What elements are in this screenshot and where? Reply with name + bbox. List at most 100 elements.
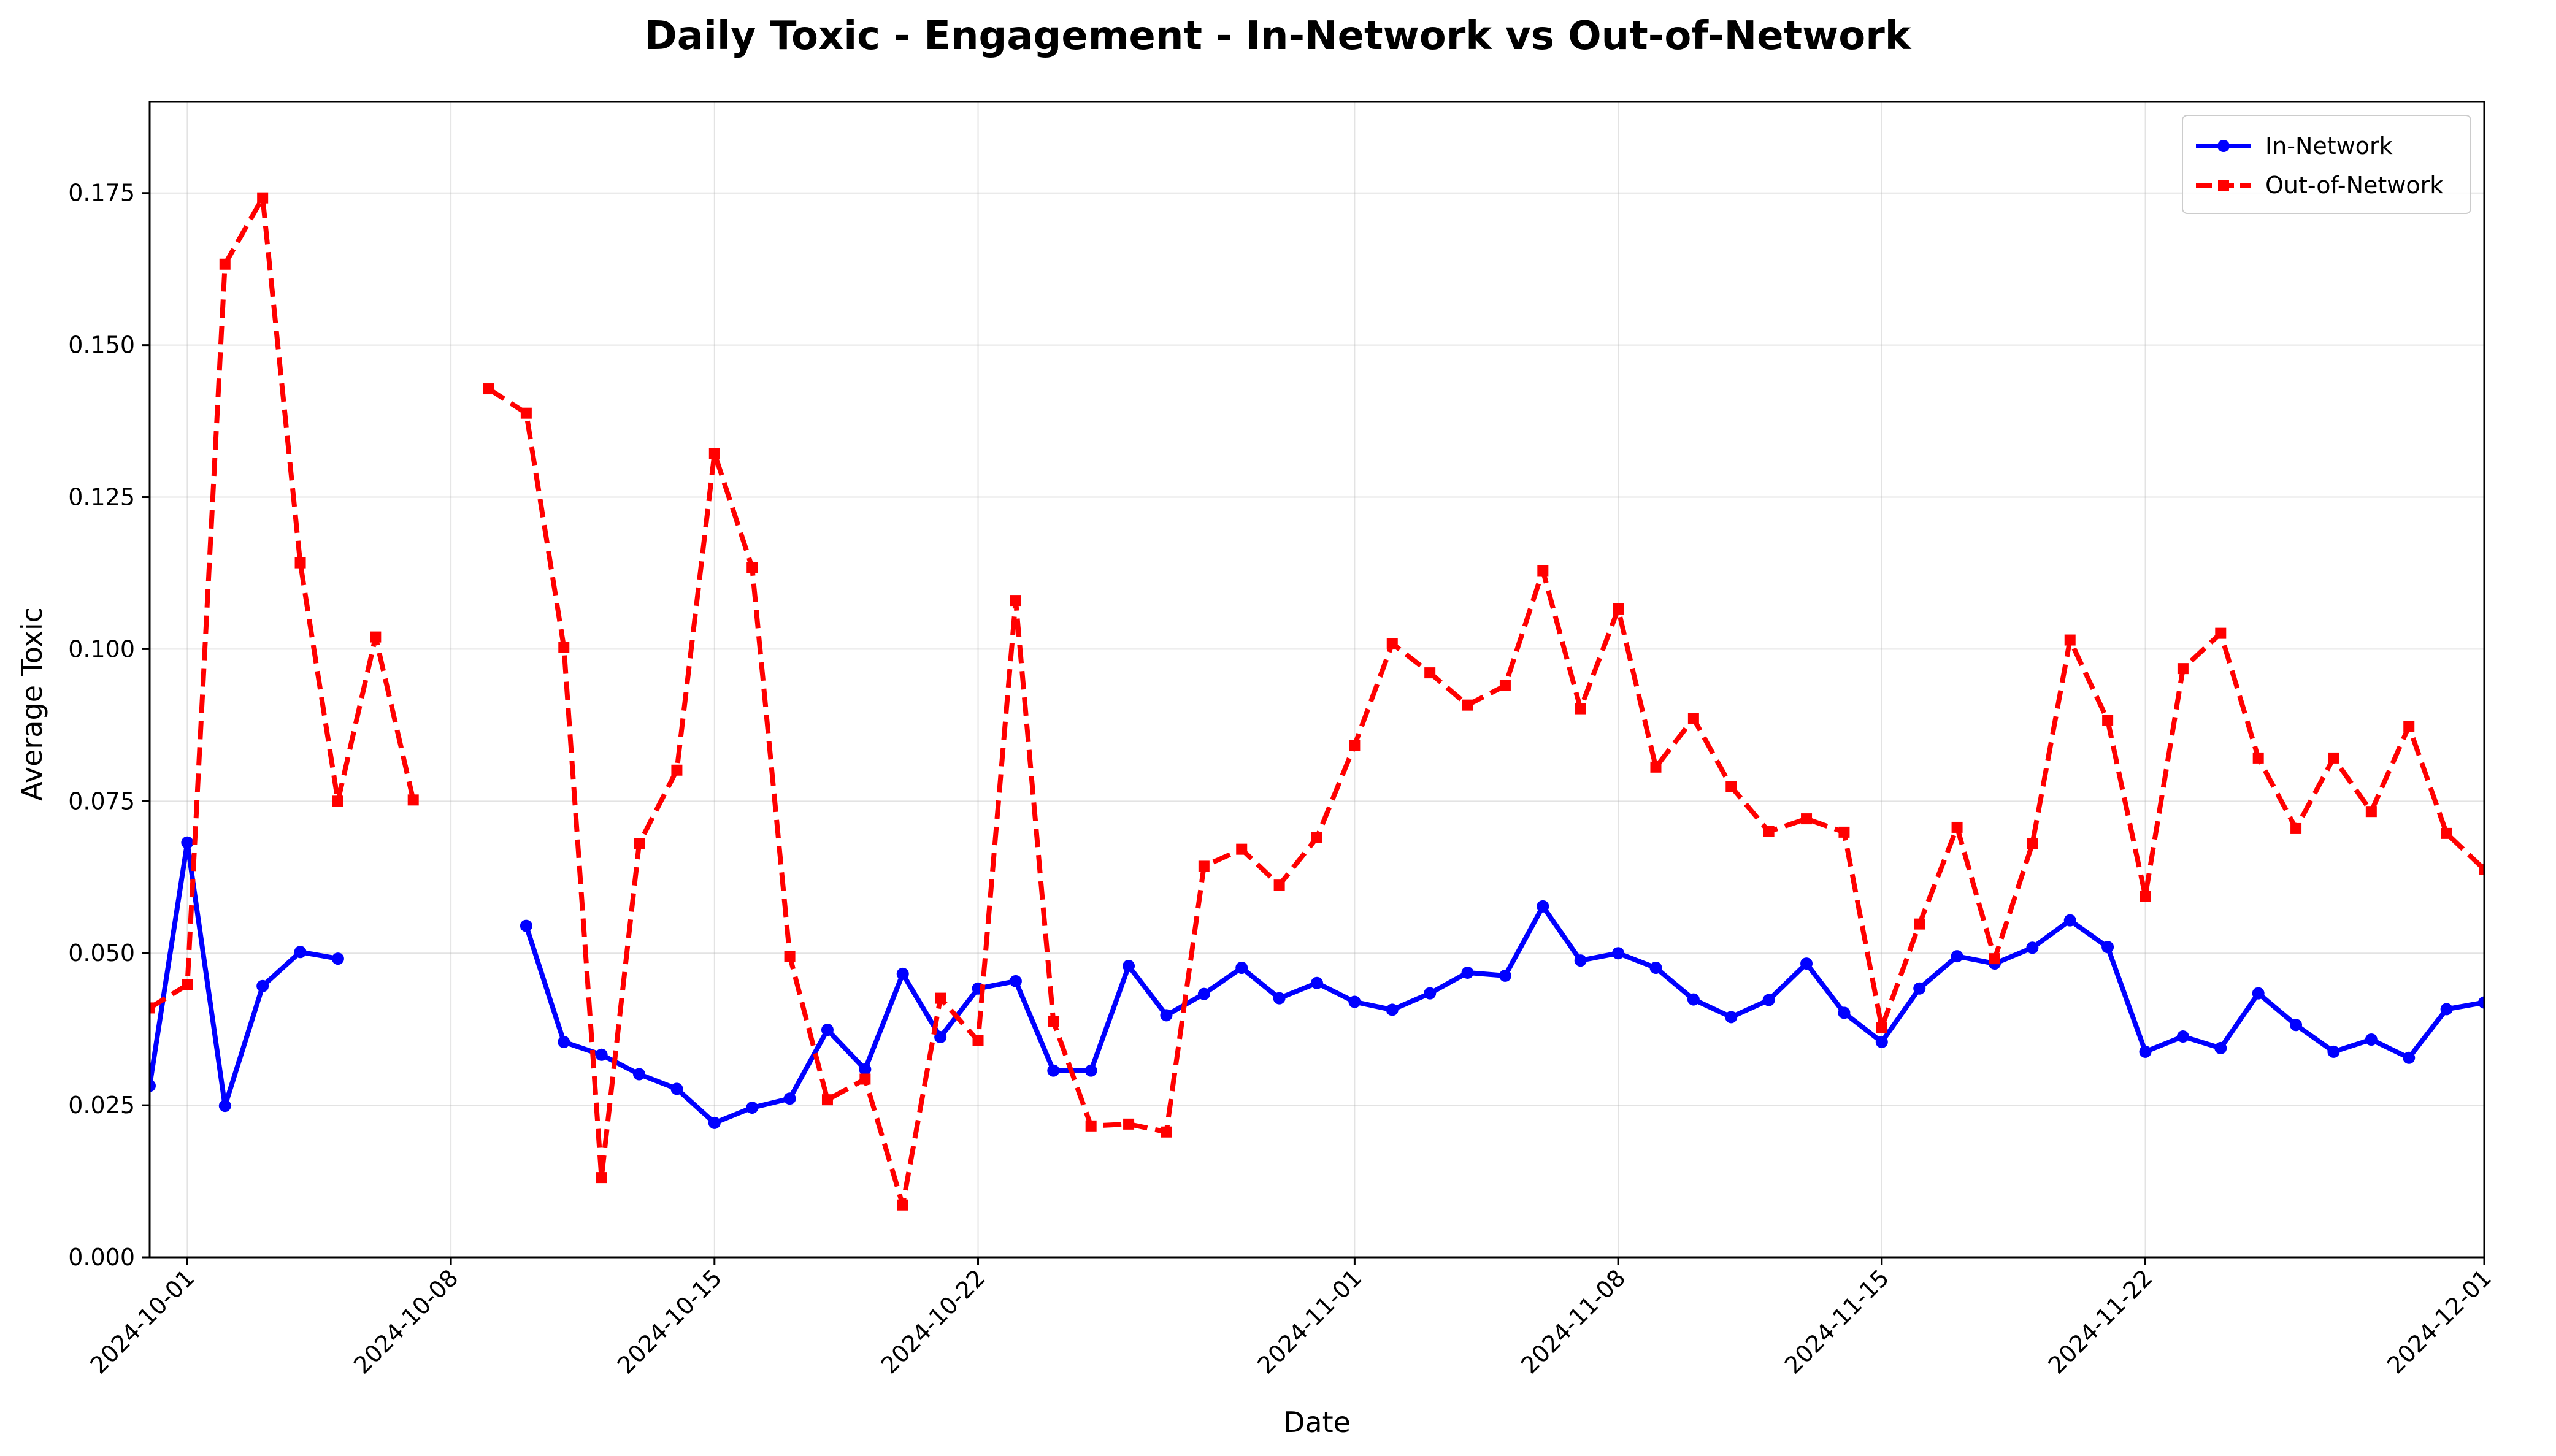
data-point xyxy=(2177,663,2189,675)
y-tick-label: 0.075 xyxy=(68,787,135,814)
x-tick-label: 2024-11-01 xyxy=(1252,1264,1367,1379)
data-point xyxy=(218,1100,231,1113)
x-tick-label: 2024-11-08 xyxy=(1516,1264,1630,1379)
data-point xyxy=(2139,1045,2152,1058)
data-point xyxy=(596,1172,607,1184)
data-point xyxy=(1048,1016,1059,1027)
data-point xyxy=(784,951,796,962)
legend: In-Network Out-of-Network xyxy=(2182,115,2471,214)
data-point xyxy=(1687,993,1700,1006)
data-point xyxy=(1574,954,1587,967)
data-point xyxy=(821,1024,834,1036)
data-point xyxy=(294,946,307,959)
data-point xyxy=(972,1035,984,1046)
data-point xyxy=(935,992,946,1004)
data-point xyxy=(483,383,494,395)
legend-label: Out-of-Network xyxy=(2265,172,2443,199)
plot-area-frame xyxy=(148,101,2485,1259)
data-point xyxy=(1461,966,1474,979)
x-tick-label: 2024-12-01 xyxy=(2382,1264,2497,1379)
data-point xyxy=(294,557,306,569)
data-point xyxy=(1160,1009,1173,1022)
data-point xyxy=(633,1068,646,1081)
data-point xyxy=(2479,864,2484,875)
y-axis: 0.000 0.025 0.050 0.075 0.100 0.125 0.150 0.175 xyxy=(68,180,150,1271)
data-point xyxy=(1348,995,1361,1008)
data-point xyxy=(2290,1019,2303,1032)
data-point xyxy=(2026,941,2039,954)
legend-label: In-Network xyxy=(2265,132,2393,159)
data-point xyxy=(1235,962,1248,975)
data-point xyxy=(1800,957,1813,970)
data-point xyxy=(2478,996,2484,1009)
data-point xyxy=(934,1031,947,1044)
data-point xyxy=(1913,982,1926,995)
data-point xyxy=(1273,879,1285,891)
y-tick-label: 0.100 xyxy=(68,635,135,662)
data-point xyxy=(1838,826,1850,838)
data-point xyxy=(1612,947,1625,960)
data-point xyxy=(1951,950,1963,963)
data-point xyxy=(1989,953,2000,965)
data-point xyxy=(634,838,645,849)
legend-box xyxy=(2182,115,2471,214)
data-point xyxy=(1687,713,1699,724)
x-axis-label: Date xyxy=(1283,1406,1351,1439)
data-point xyxy=(1161,1126,1172,1138)
data-point xyxy=(2441,827,2452,839)
data-point xyxy=(1914,918,1925,930)
data-point xyxy=(1009,975,1022,987)
data-point xyxy=(558,1035,570,1048)
data-point xyxy=(256,979,269,992)
y-tick-label: 0.125 xyxy=(68,484,135,511)
data-point xyxy=(370,631,382,643)
data-point xyxy=(1575,703,1586,715)
chart-title: Daily Toxic - Engagement - In-Network vs… xyxy=(645,13,1912,59)
x-tick-label: 2024-10-22 xyxy=(876,1264,991,1379)
y-tick-label: 0.050 xyxy=(68,940,135,967)
data-point xyxy=(1047,1064,1060,1077)
data-point xyxy=(2365,1033,2378,1046)
data-point xyxy=(520,919,532,932)
data-point xyxy=(407,794,419,806)
data-point xyxy=(1801,813,1813,825)
data-point xyxy=(1725,781,1737,792)
data-point xyxy=(1838,1006,1851,1019)
data-point xyxy=(1763,826,1775,837)
series-out-of-network xyxy=(150,192,2484,1211)
data-point xyxy=(1349,740,1361,751)
data-point xyxy=(2365,806,2377,818)
data-point xyxy=(821,1094,833,1106)
data-point xyxy=(896,967,909,980)
grid xyxy=(150,102,2485,1258)
data-point xyxy=(182,979,193,990)
x-axis: 2024-10-01 2024-10-08 2024-10-15 2024-10-22… xyxy=(85,1257,2497,1379)
series-in-network xyxy=(150,836,2484,1129)
data-point xyxy=(1085,1120,1097,1132)
data-point xyxy=(2403,721,2415,732)
data-point xyxy=(2290,822,2302,834)
series-line xyxy=(150,195,2484,1208)
x-tick-label: 2024-10-08 xyxy=(348,1264,463,1379)
data-point xyxy=(1424,667,1436,679)
y-tick-label: 0.025 xyxy=(68,1092,135,1119)
data-point xyxy=(2328,752,2339,764)
legend-marker xyxy=(2218,180,2229,191)
legend-marker xyxy=(2217,140,2230,152)
data-point xyxy=(2027,838,2038,849)
data-point xyxy=(219,258,231,270)
data-point xyxy=(671,764,683,776)
data-point xyxy=(1499,969,1511,982)
data-point xyxy=(897,1199,908,1211)
data-point xyxy=(1010,595,1021,607)
y-tick-label: 0.000 xyxy=(68,1244,135,1271)
y-tick-label: 0.150 xyxy=(68,332,135,359)
y-tick-label: 0.175 xyxy=(68,180,135,207)
data-point xyxy=(708,1116,721,1129)
data-point xyxy=(1273,992,1286,1005)
data-point xyxy=(181,836,194,849)
data-point xyxy=(2063,914,2076,927)
legend-item: Out-of-Network xyxy=(2196,172,2443,199)
data-point xyxy=(1762,994,1775,1006)
